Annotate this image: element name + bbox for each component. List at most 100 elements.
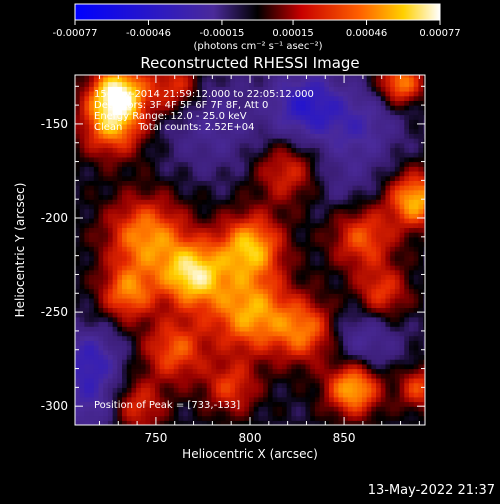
heatmap-cell	[306, 354, 311, 359]
heatmap-cell	[103, 317, 108, 322]
heatmap-cell	[230, 392, 235, 397]
heatmap-cell	[108, 303, 113, 308]
heatmap-cell	[371, 100, 376, 105]
heatmap-cell	[338, 289, 343, 294]
heatmap-cell	[277, 326, 282, 331]
heatmap-cell	[211, 364, 216, 369]
heatmap-cell	[169, 204, 174, 209]
heatmap-cell	[160, 340, 165, 345]
heatmap-cell	[226, 185, 231, 190]
heatmap-cell	[306, 265, 311, 270]
heatmap-cell	[367, 129, 372, 134]
heatmap-cell	[282, 260, 287, 265]
heatmap-cell	[273, 209, 278, 214]
heatmap-cell	[117, 336, 122, 341]
heatmap-cell	[99, 133, 104, 138]
heatmap-cell	[183, 180, 188, 185]
heatmap-cell	[320, 387, 325, 392]
heatmap-cell	[169, 392, 174, 397]
heatmap-cell	[338, 133, 343, 138]
heatmap-cell	[169, 303, 174, 308]
heatmap-cell	[127, 331, 132, 336]
heatmap-cell	[226, 326, 231, 331]
heatmap-cell	[94, 77, 99, 82]
heatmap-cell	[221, 307, 226, 312]
heatmap-cell	[385, 416, 390, 421]
heatmap-cell	[273, 345, 278, 350]
heatmap-cell	[320, 162, 325, 167]
heatmap-cell	[146, 416, 151, 421]
heatmap-cell	[277, 336, 282, 341]
heatmap-cell	[287, 246, 292, 251]
heatmap-cell	[174, 293, 179, 298]
heatmap-cell	[258, 138, 263, 143]
heatmap-cell	[273, 218, 278, 223]
heatmap-cell	[338, 406, 343, 411]
heatmap-cell	[277, 100, 282, 105]
heatmap-cell	[381, 345, 386, 350]
heatmap-cell	[141, 270, 146, 275]
heatmap-cell	[367, 110, 372, 115]
heatmap-cell	[371, 387, 376, 392]
heatmap-cell	[178, 378, 183, 383]
heatmap-cell	[141, 289, 146, 294]
heatmap-cell	[376, 406, 381, 411]
heatmap-cell	[131, 138, 136, 143]
heatmap-cell	[150, 364, 155, 369]
heatmap-cell	[343, 369, 348, 374]
heatmap-cell	[240, 322, 245, 327]
heatmap-cell	[277, 246, 282, 251]
heatmap-cell	[371, 218, 376, 223]
heatmap-cell	[197, 265, 202, 270]
heatmap-cell	[263, 397, 268, 402]
heatmap-cell	[178, 383, 183, 388]
heatmap-cell	[258, 289, 263, 294]
heatmap-cell	[136, 383, 141, 388]
heatmap-cell	[329, 260, 334, 265]
heatmap-cell	[301, 303, 306, 308]
heatmap-cell	[136, 242, 141, 247]
heatmap-cell	[310, 227, 315, 232]
heatmap-cell	[183, 162, 188, 167]
heatmap-cell	[117, 256, 122, 261]
heatmap-cell	[329, 133, 334, 138]
heatmap-cell	[310, 354, 315, 359]
heatmap-cell	[268, 133, 273, 138]
heatmap-cell	[371, 242, 376, 247]
heatmap-cell	[376, 303, 381, 308]
heatmap-cell	[357, 213, 362, 218]
heatmap-cell	[324, 260, 329, 265]
heatmap-cell	[117, 260, 122, 265]
heatmap-cell	[362, 246, 367, 251]
heatmap-cell	[324, 289, 329, 294]
heatmap-cell	[273, 246, 278, 251]
heatmap-cell	[122, 209, 127, 214]
heatmap-cell	[385, 322, 390, 327]
heatmap-cell	[277, 307, 282, 312]
heatmap-cell	[334, 124, 339, 129]
heatmap-cell	[99, 364, 104, 369]
heatmap-cell	[207, 157, 212, 162]
heatmap-cell	[207, 340, 212, 345]
heatmap-cell	[146, 143, 151, 148]
heatmap-cell	[127, 209, 132, 214]
heatmap-cell	[99, 378, 104, 383]
heatmap-cell	[188, 298, 193, 303]
heatmap-cell	[254, 317, 259, 322]
heatmap-cell	[141, 331, 146, 336]
heatmap-cell	[291, 289, 296, 294]
heatmap-cell	[338, 373, 343, 378]
heatmap-cell	[155, 274, 160, 279]
heatmap-cell	[324, 350, 329, 355]
heatmap-cell	[183, 265, 188, 270]
heatmap-cell	[315, 359, 320, 364]
heatmap-cell	[169, 298, 174, 303]
heatmap-cell	[282, 213, 287, 218]
heatmap-cell	[385, 354, 390, 359]
heatmap-cell	[117, 312, 122, 317]
heatmap-cell	[334, 143, 339, 148]
heatmap-cell	[174, 270, 179, 275]
heatmap-cell	[131, 369, 136, 374]
heatmap-cell	[258, 166, 263, 171]
heatmap-cell	[348, 242, 353, 247]
